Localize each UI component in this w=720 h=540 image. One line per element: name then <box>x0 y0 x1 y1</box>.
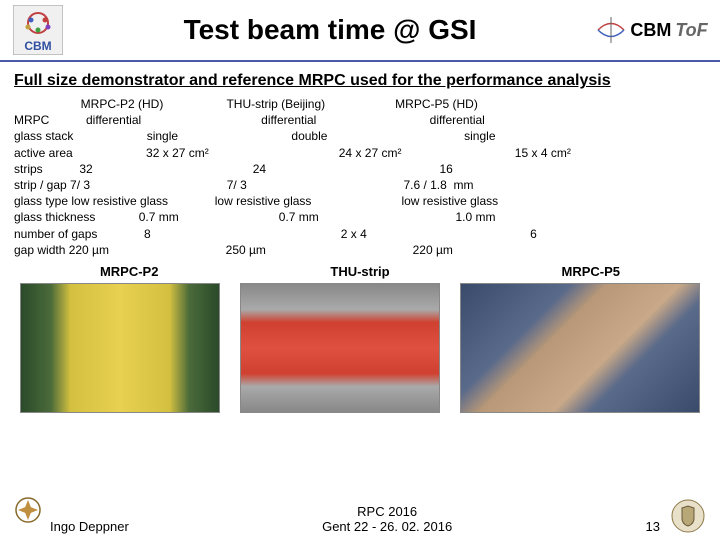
footer-page-number: 13 <box>646 519 660 534</box>
subtitle: Full size demonstrator and reference MRP… <box>14 72 706 90</box>
slide-footer: Ingo Deppner RPC 2016 Gent 22 - 26. 02. … <box>0 498 720 534</box>
footer-ornament-icon <box>14 496 42 524</box>
slide-title: Test beam time @ GSI <box>68 14 592 46</box>
cbm-label: CBM <box>630 20 671 41</box>
cbm-logo-icon: CBM <box>8 5 68 55</box>
photo-label-p2: MRPC-P2 <box>100 264 159 279</box>
svg-text:CBM: CBM <box>24 39 51 53</box>
photo-labels-row: MRPC-P2 THU-strip MRPC-P5 <box>14 264 706 279</box>
spec-table-text: MRPC-P2 (HD) THU-strip (Beijing) MRPC-P5… <box>14 96 706 258</box>
slide-content: Full size demonstrator and reference MRP… <box>0 62 720 500</box>
photo-label-thu: THU-strip <box>330 264 389 279</box>
footer-conference: RPC 2016 <box>129 504 646 519</box>
tof-label: ToF <box>675 20 707 41</box>
photos-row <box>14 283 706 413</box>
photo-thu-strip <box>240 283 440 413</box>
footer-dates: Gent 22 - 26. 02. 2016 <box>129 519 646 534</box>
seal-icon <box>670 498 706 534</box>
cbm-tof-logo: CBM ToF <box>592 5 712 55</box>
footer-center: RPC 2016 Gent 22 - 26. 02. 2016 <box>129 504 646 534</box>
photo-mrpc-p2 <box>20 283 220 413</box>
photo-label-p5: MRPC-P5 <box>562 264 621 279</box>
slide-header: CBM Test beam time @ GSI CBM ToF <box>0 0 720 62</box>
photo-mrpc-p5 <box>460 283 700 413</box>
footer-author: Ingo Deppner <box>50 519 129 534</box>
